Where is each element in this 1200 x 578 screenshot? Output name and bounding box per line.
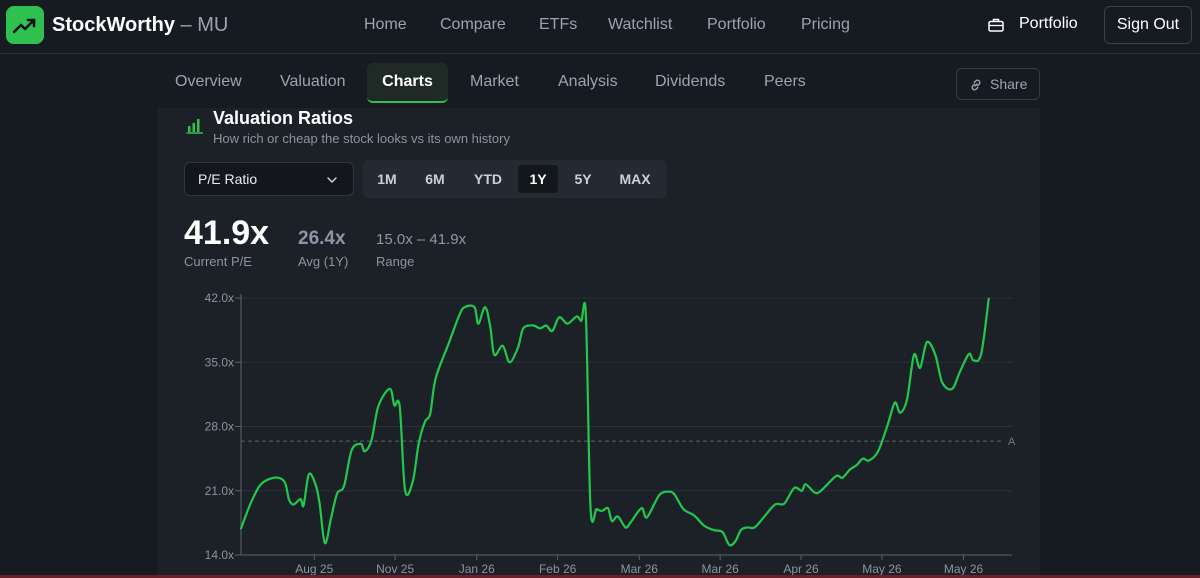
tab-charts[interactable]: Charts: [367, 63, 448, 103]
current-pe-value: 41.9x: [184, 214, 270, 252]
tab-valuation[interactable]: Valuation: [280, 73, 346, 90]
link-icon: [971, 79, 981, 91]
x-tick-label: Mar 26: [701, 562, 739, 576]
range-max[interactable]: MAX: [619, 171, 651, 187]
avg-pe-value: 26.4x: [298, 228, 346, 249]
logo[interactable]: [6, 6, 44, 44]
range-1m[interactable]: 1M: [377, 171, 397, 187]
brand-label: StockWorthy: [52, 14, 175, 36]
current-pe-label: Current P/E: [184, 254, 252, 269]
nav-home[interactable]: Home: [364, 16, 407, 33]
tab-peers[interactable]: Peers: [764, 73, 806, 90]
range-1y[interactable]: 1Y: [518, 165, 558, 193]
x-tick-label: Jan 26: [459, 562, 495, 576]
y-tick-label: 21.0x: [205, 484, 234, 498]
nav-watchlist[interactable]: Watchlist: [608, 16, 673, 33]
avg-pe-label: Avg (1Y): [298, 254, 349, 269]
share-button[interactable]: Share: [956, 68, 1040, 100]
share-label: Share: [990, 76, 1028, 92]
tab-dividends[interactable]: Dividends: [655, 73, 726, 90]
range-ytd[interactable]: YTD: [474, 171, 502, 187]
x-tick-label: Apr 26: [783, 562, 819, 576]
nav-compare[interactable]: Compare: [440, 16, 506, 33]
tab-overview[interactable]: Overview: [175, 73, 242, 90]
bottom-edge: [0, 575, 1200, 578]
chevron-down-icon: [327, 177, 337, 183]
briefcase-icon: [988, 18, 1004, 32]
sign-out-button[interactable]: Sign Out: [1104, 6, 1192, 44]
pe-range-value: 15.0x – 41.9x: [376, 231, 467, 248]
range-6m[interactable]: 6M: [425, 171, 445, 187]
nav-etfs[interactable]: ETFs: [539, 16, 578, 33]
x-tick-label: May 26: [862, 562, 902, 576]
portfolio-button-label: Portfolio: [1019, 15, 1078, 32]
pe-ratio-line: [239, 297, 990, 547]
y-tick-label: 28.0x: [205, 420, 234, 434]
ticker-symbol: – MU: [180, 14, 229, 36]
x-tick-label: Nov 25: [376, 562, 414, 576]
card-subtitle: How rich or cheap the stock looks vs its…: [213, 131, 510, 146]
x-tick-label: Mar 26: [621, 562, 659, 576]
bar-chart-icon: [186, 119, 203, 134]
y-tick-label: 35.0x: [205, 355, 234, 369]
nav-portfolio[interactable]: Portfolio: [707, 16, 766, 33]
top-navbar: StockWorthy – MU Home Compare ETFs Watch…: [0, 0, 1200, 54]
brand-name[interactable]: StockWorthy – MU: [52, 14, 228, 37]
card-title: Valuation Ratios: [213, 108, 354, 128]
y-tick-label: 42.0x: [205, 291, 234, 305]
metric-select[interactable]: P/E Ratio: [184, 162, 354, 196]
range-selector: 1M 6M YTD 1Y 5Y MAX: [363, 160, 667, 198]
tab-market[interactable]: Market: [470, 73, 519, 90]
tab-bar: Overview Valuation Charts Market Analysi…: [140, 58, 1056, 108]
y-tick-label: 14.0x: [205, 548, 234, 562]
average-label: A: [1008, 436, 1016, 448]
pe-range-label: Range: [376, 254, 415, 269]
metric-select-value: P/E Ratio: [198, 171, 258, 187]
x-tick-label: Feb 26: [539, 562, 577, 576]
x-tick-label: Aug 25: [295, 562, 333, 576]
range-5y[interactable]: 5Y: [574, 171, 592, 187]
x-tick-label: May 26: [944, 562, 984, 576]
nav-pricing[interactable]: Pricing: [801, 16, 850, 33]
trending-up-icon: [13, 18, 36, 34]
tab-analysis[interactable]: Analysis: [558, 73, 618, 90]
